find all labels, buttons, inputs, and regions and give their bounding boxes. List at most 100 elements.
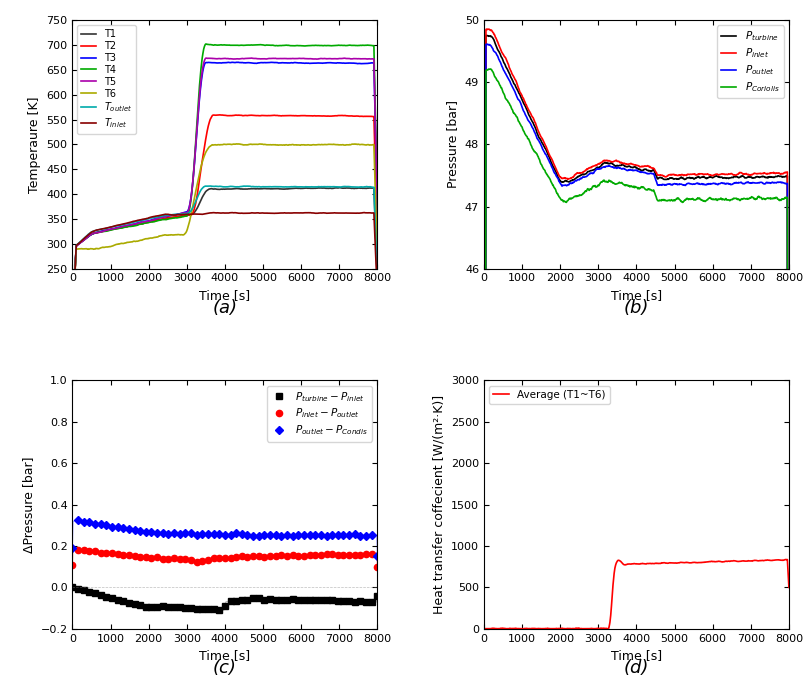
T6 — [262, 141, 272, 149]
Text: (b): (b) — [624, 299, 649, 317]
$T_{inlet}$ — [373, 290, 382, 298]
T1 — [86, 231, 96, 239]
$P_{Coriolis}$ — [665, 197, 675, 205]
$P_{outlet} - P_{Condis}$ — [130, 526, 139, 534]
T5 — [262, 55, 272, 63]
$P_{outlet}$ — [498, 65, 508, 73]
Line: $P_{Coriolis}$: $P_{Coriolis}$ — [484, 69, 789, 676]
$P_{outlet} - P_{Condis}$ — [147, 528, 156, 536]
T4 — [245, 41, 254, 49]
$P_{inlet}$ — [742, 170, 752, 178]
T5 — [245, 54, 254, 62]
Average (T1~T6) — [674, 559, 683, 567]
T2 — [86, 231, 96, 239]
Line: $T_{outlet}$: $T_{outlet}$ — [72, 186, 378, 320]
$P_{inlet}$ — [657, 171, 667, 179]
Text: (c): (c) — [213, 659, 237, 676]
T1 — [335, 184, 345, 192]
T2 — [215, 111, 225, 119]
$P_{outlet} - P_{Condis}$ — [68, 544, 77, 552]
$T_{inlet}$ — [299, 209, 308, 217]
$P_{outlet}$ — [742, 178, 752, 187]
T2 — [331, 112, 341, 120]
$P_{outlet}$ — [665, 180, 675, 188]
$T_{inlet}$ — [86, 228, 96, 237]
T3 — [68, 316, 77, 324]
$T_{inlet}$ — [262, 209, 271, 217]
$P_{inlet}$ — [483, 25, 493, 33]
Line: T3: T3 — [72, 62, 378, 320]
$T_{outlet}$ — [373, 276, 382, 284]
X-axis label: Time [s]: Time [s] — [611, 289, 662, 302]
$P_{turbine} - P_{inlet}$ — [367, 598, 377, 606]
T1 — [299, 185, 308, 193]
T1 — [253, 185, 262, 193]
Legend: $P_{turbine} - P_{inlet}$, $P_{inlet} - P_{outlet}$, $P_{outlet} - P_{Condis}$: $P_{turbine} - P_{inlet}$, $P_{inlet} - … — [266, 385, 372, 441]
$P_{inlet} - P_{outlet}$ — [147, 554, 156, 562]
Average (T1~T6) — [479, 625, 489, 633]
T2 — [299, 112, 309, 120]
Average (T1~T6) — [711, 558, 720, 566]
T4 — [373, 198, 382, 206]
$P_{outlet} - P_{Condis}$ — [367, 531, 377, 539]
$P_{Coriolis}$ — [742, 195, 752, 203]
X-axis label: Time [s]: Time [s] — [200, 289, 250, 302]
$P_{turbine}$ — [665, 174, 675, 183]
Average (T1~T6) — [498, 624, 508, 632]
T3 — [86, 231, 96, 239]
$P_{turbine} - P_{inlet}$ — [68, 583, 77, 592]
Line: $P_{turbine} - P_{inlet}$: $P_{turbine} - P_{inlet}$ — [69, 584, 381, 613]
T6 — [86, 245, 96, 253]
T1 — [330, 184, 340, 192]
T1 — [262, 185, 271, 193]
$P_{turbine} - P_{inlet}$ — [373, 592, 382, 600]
Y-axis label: Pressure [bar]: Pressure [bar] — [446, 101, 460, 189]
Line: $P_{outlet}$: $P_{outlet}$ — [484, 44, 789, 676]
$P_{outlet}$ — [711, 179, 720, 187]
$P_{turbine}$ — [498, 57, 508, 65]
Line: $T_{inlet}$: $T_{inlet}$ — [72, 212, 378, 320]
$T_{outlet}$ — [299, 183, 309, 191]
T5 — [299, 54, 309, 62]
$P_{turbine} - P_{inlet}$ — [124, 599, 134, 607]
Line: T4: T4 — [72, 44, 378, 320]
Line: $P_{inlet}$: $P_{inlet}$ — [484, 29, 789, 676]
T1 — [245, 185, 254, 193]
$P_{inlet} - P_{outlet}$ — [73, 546, 83, 554]
T3 — [253, 59, 262, 67]
$T_{outlet}$ — [86, 228, 96, 236]
$P_{inlet} - P_{outlet}$ — [130, 552, 139, 560]
$P_{outlet}$ — [482, 40, 492, 48]
$T_{inlet}$ — [68, 316, 77, 324]
$P_{outlet}$ — [657, 181, 667, 189]
$T_{outlet}$ — [331, 183, 341, 191]
$T_{outlet}$ — [253, 183, 262, 191]
$P_{inlet}$ — [498, 50, 508, 58]
T5 — [253, 55, 262, 63]
$T_{outlet}$ — [68, 316, 77, 324]
X-axis label: Time [s]: Time [s] — [611, 649, 662, 662]
$P_{inlet} - P_{outlet}$ — [107, 549, 117, 557]
Legend: $P_{turbine}$, $P_{inlet}$, $P_{outlet}$, $P_{Coriolis}$: $P_{turbine}$, $P_{inlet}$, $P_{outlet}$… — [716, 26, 784, 99]
Average (T1~T6) — [664, 559, 674, 567]
T2 — [373, 237, 382, 245]
Average (T1~T6) — [741, 557, 751, 565]
Line: $P_{outlet} - P_{Condis}$: $P_{outlet} - P_{Condis}$ — [69, 517, 381, 559]
$P_{outlet} - P_{Condis}$ — [186, 529, 196, 537]
$P_{turbine} - P_{inlet}$ — [180, 604, 190, 612]
Average (T1~T6) — [784, 583, 794, 592]
T3 — [299, 59, 309, 67]
T3 — [373, 208, 382, 216]
T6 — [373, 252, 382, 260]
$P_{inlet} - P_{outlet}$ — [367, 550, 377, 558]
T1 — [373, 276, 382, 284]
T5 — [86, 231, 96, 239]
Line: T2: T2 — [72, 115, 378, 320]
T2 — [262, 112, 272, 120]
$P_{turbine}$ — [657, 174, 667, 182]
T4 — [201, 40, 211, 48]
T2 — [245, 112, 254, 120]
$P_{turbine}$ — [742, 174, 752, 182]
T1 — [68, 316, 77, 324]
$P_{outlet} - P_{Condis}$ — [373, 552, 382, 560]
